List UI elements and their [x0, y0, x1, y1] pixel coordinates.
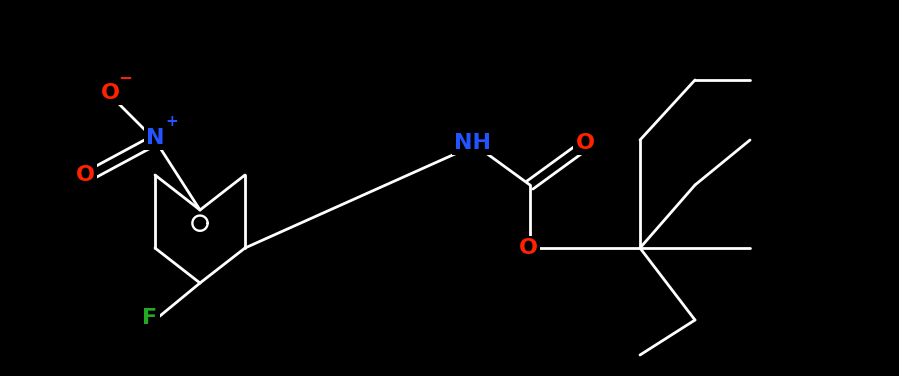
- Text: O: O: [101, 83, 120, 103]
- Text: O: O: [575, 133, 594, 153]
- Text: O: O: [519, 238, 538, 258]
- Text: O: O: [76, 165, 94, 185]
- Text: +: +: [165, 115, 178, 129]
- Text: −: −: [118, 68, 132, 86]
- Text: F: F: [142, 308, 157, 328]
- Text: NH: NH: [455, 133, 492, 153]
- Text: N: N: [146, 128, 165, 148]
